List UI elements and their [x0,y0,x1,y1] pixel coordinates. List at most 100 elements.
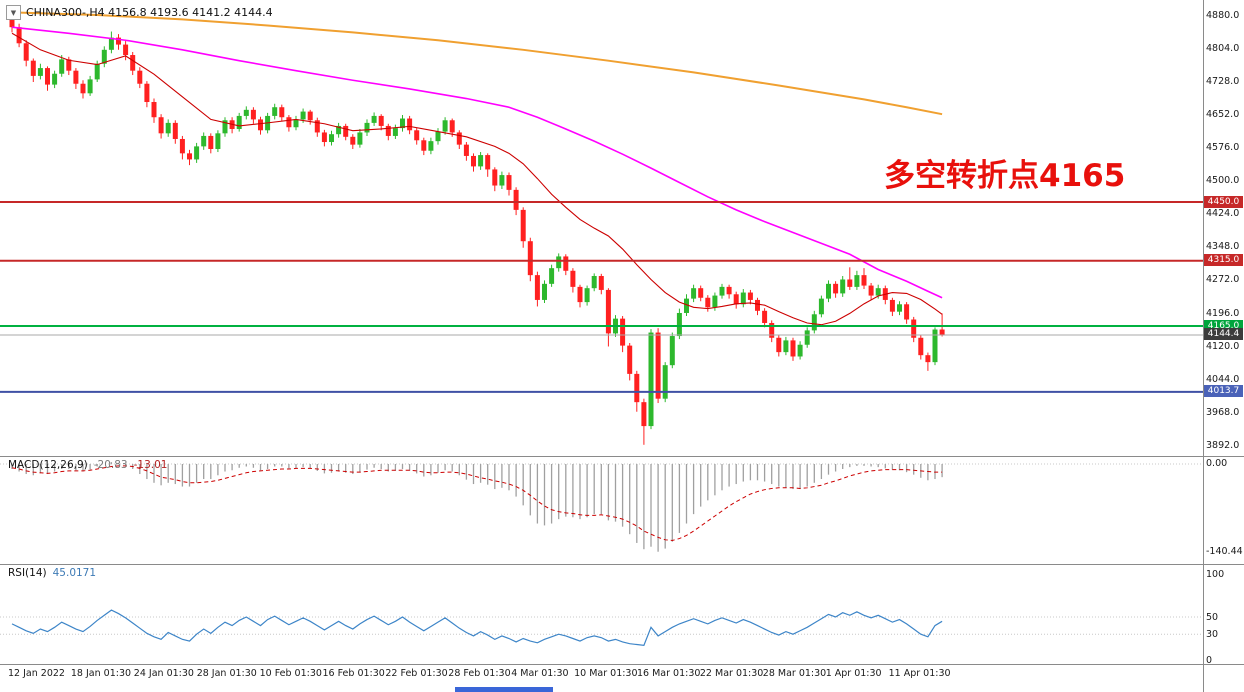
candle [151,102,157,118]
candle [627,345,633,374]
candle [59,59,65,74]
candle [868,285,874,296]
candle [258,119,263,131]
candle [378,115,384,126]
candle [598,276,604,290]
candle [897,304,902,312]
candle [662,365,668,399]
candle [400,118,405,129]
candle [911,319,917,338]
candle [634,373,640,403]
candle [371,115,377,123]
candle [407,118,413,131]
candle [826,283,831,299]
time-axis-label: 18 Jan 01:30 [70,668,132,679]
candle [442,120,448,132]
candle [364,122,370,133]
candle [712,295,718,308]
price-axis-label: 4804.0 [1206,43,1240,55]
candle [293,119,299,128]
candle [80,83,86,94]
time-axis-label: 28 Mar 01:30 [762,668,827,679]
candle [350,136,356,145]
candle [187,153,192,160]
candle [648,332,654,427]
candle [236,115,242,129]
candle [343,125,349,137]
time-axis-label: 11 Apr 01:30 [888,668,951,679]
macd-histogram [11,462,943,552]
price-axis-label: 4576.0 [1206,142,1240,154]
price-axis-label: 4424.0 [1206,208,1240,220]
rsi-scale-label: 0 [1206,655,1213,666]
candle [52,73,58,85]
time-axis-label: 10 Mar 01:30 [574,668,638,679]
candle [691,288,697,299]
candle [684,298,689,313]
candle [755,299,760,311]
price-axis-label: 4500.0 [1206,175,1240,187]
candle [222,120,228,134]
symbol-info-bar: ▼ CHINA300-,H4 4156.8 4193.6 4141.2 4144… [6,5,273,20]
candle [527,241,533,276]
candle [471,155,476,167]
panel-divider[interactable] [0,564,1244,565]
price-axis-label: 4652.0 [1206,109,1240,121]
candle [435,131,441,142]
candle [456,132,462,145]
macd-indicator-name: MACD(12,26,9) [8,459,88,471]
symbol-ohlc-text: CHINA300-,H4 4156.8 4193.6 4141.2 4144.4 [26,6,273,19]
candle [336,125,342,135]
panel-divider[interactable] [0,456,1244,457]
rsi-scale-label: 50 [1206,612,1219,623]
candle [428,141,434,151]
candle [854,275,860,287]
candle [889,299,895,312]
candle [811,314,817,331]
candle [620,318,626,346]
price-line-badge: 4013.7 [1204,385,1243,398]
rsi-scale-label: 100 [1206,569,1225,580]
candle [797,344,803,357]
candle [740,292,746,305]
candle [208,135,214,149]
candle [563,256,569,271]
candle [201,135,207,147]
candle [747,292,753,300]
candle [641,402,647,427]
candle [669,336,675,366]
panel-divider[interactable] [0,664,1244,665]
candle [520,209,526,242]
price-line-badge: 4315.0 [1204,254,1243,267]
candle [790,340,796,357]
candle [485,155,491,170]
macd-signal-value: -13.01 [133,459,168,471]
candle [719,286,725,296]
price-scale-column[interactable] [1203,0,1244,692]
candle [116,37,121,45]
time-axis-label: 28 Feb 01:30 [448,668,511,679]
candle [130,55,136,71]
candle [37,68,43,76]
macd-signal-line [11,465,943,541]
candle [314,120,320,133]
candle [762,310,768,323]
candle [158,117,164,134]
chevron-down-icon[interactable]: ▼ [6,5,21,20]
candle [243,109,249,116]
price-line-badge: 4144.4 [1204,328,1243,341]
chart-annotation-text[interactable]: 多空转折点4165 [884,158,1126,194]
candle [840,279,846,294]
candle [904,304,910,320]
candle [87,79,93,94]
candle [215,133,221,149]
candle [783,340,789,353]
macd-panel-label: MACD(12,26,9) -20.83 -13.01 [8,459,167,471]
candle [414,130,420,141]
candle [726,286,732,295]
candle [392,128,398,136]
macd-scale-label: -140.44 [1206,546,1243,557]
candle [875,288,881,296]
candle [847,279,853,287]
